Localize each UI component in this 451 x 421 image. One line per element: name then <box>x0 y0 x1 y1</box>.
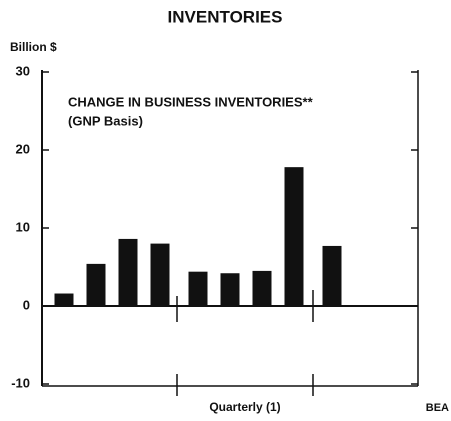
bar <box>118 238 138 306</box>
y-tick-label: -10 <box>11 375 30 390</box>
y-tick-label: 0 <box>23 297 30 312</box>
bar <box>54 293 74 306</box>
y-tick-label: 10 <box>16 219 30 234</box>
y-tick-label: 30 <box>16 63 30 78</box>
bar <box>188 271 208 306</box>
bar <box>252 270 272 306</box>
bar <box>220 273 240 306</box>
chart-title: INVENTORIES <box>168 7 283 26</box>
y-tick-label: 20 <box>16 141 30 156</box>
note: (GNP Basis) <box>68 113 143 128</box>
y-axis-label: Billion $ <box>10 40 57 54</box>
bar <box>150 243 170 306</box>
source: BEA <box>426 402 449 414</box>
bar <box>86 263 106 306</box>
x-axis-label: Quarterly (1) <box>209 400 280 414</box>
bar <box>322 245 342 306</box>
bar <box>284 167 304 306</box>
subtitle: CHANGE IN BUSINESS INVENTORIES** <box>68 94 314 109</box>
